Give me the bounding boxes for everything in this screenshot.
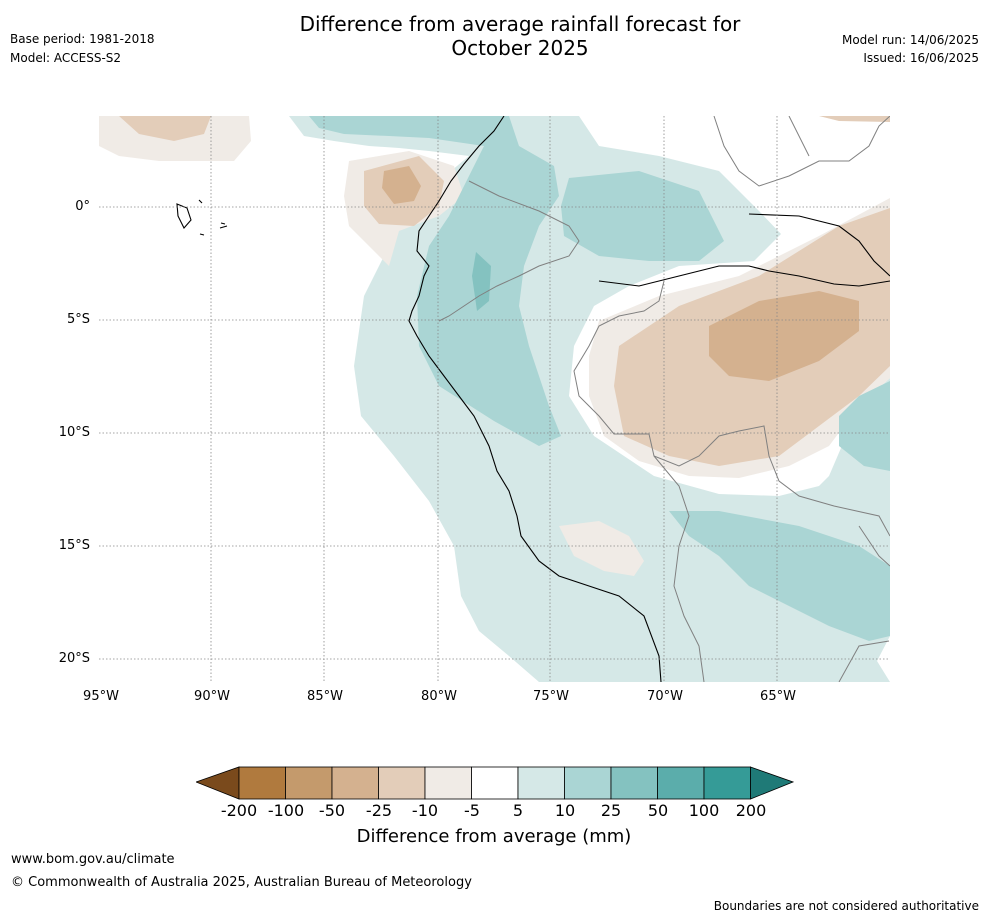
graticule	[99, 116, 890, 682]
colorbar-tick: -5	[464, 801, 480, 820]
lon-label: 85°W	[307, 689, 343, 704]
colorbar-tick: -25	[365, 801, 393, 820]
lat-label: 15°S	[58, 538, 90, 553]
colorbar-swatch	[517, 766, 565, 800]
border-bolivia-chile	[653, 455, 705, 682]
contour-teal-east-edge	[839, 381, 890, 471]
colorbar-title: Difference from average (mm)	[356, 826, 632, 847]
model-label: Model: ACCESS-S2	[10, 51, 122, 65]
border-colombia-peru	[438, 180, 580, 322]
coastline-caribbean	[598, 265, 890, 287]
colorbar-high-arrow	[750, 766, 794, 800]
colorbar-tick: 200	[735, 801, 767, 820]
colorbar-tick: 5	[512, 801, 524, 820]
contour-teal-strip	[472, 252, 491, 311]
base-period-label: Base period: 1981-2018	[10, 32, 155, 46]
border-guyana	[788, 116, 810, 157]
lat-label: 0°	[75, 199, 90, 214]
contour-dark-brown-east	[709, 291, 859, 381]
colorbar-swatch	[703, 766, 751, 800]
border-paraguay	[838, 525, 890, 682]
colorbar-tick: -50	[318, 801, 346, 820]
coastline-north-east	[748, 213, 890, 277]
colorbar-swatch	[471, 766, 519, 800]
issued-label: Issued: 16/06/2025	[863, 51, 979, 65]
rainfall-map	[99, 116, 890, 682]
website-link[interactable]: www.bom.gov.au/climate	[11, 852, 175, 867]
lon-label: 90°W	[194, 689, 230, 704]
contour-brown-nw	[119, 116, 211, 141]
border-venezuela	[713, 116, 890, 187]
colorbar-swatch	[238, 766, 286, 800]
colorbar-swatch	[610, 766, 658, 800]
colorbar-tick: 10	[554, 801, 576, 820]
colorbar-tick: 100	[688, 801, 720, 820]
contour-teal-southeast	[669, 511, 890, 641]
lon-label: 70°W	[647, 689, 683, 704]
colorbar-tick: -100	[267, 801, 305, 820]
copyright-text: © Commonwealth of Australia 2025, Austra…	[11, 875, 472, 890]
colorbar-swatch	[657, 766, 705, 800]
contour-teal-north	[309, 116, 561, 446]
colorbar-swatch	[378, 766, 426, 800]
colorbar-swatch	[285, 766, 333, 800]
colorbar-swatch	[564, 766, 612, 800]
lon-label: 75°W	[533, 689, 569, 704]
coastline-south-america	[408, 116, 662, 682]
colorbar-tick: -200	[220, 801, 258, 820]
title-line-2: October 2025	[451, 36, 589, 60]
colorbar-tick: -10	[411, 801, 439, 820]
model-run-label: Model run: 14/06/2025	[841, 33, 979, 47]
colorbar	[196, 766, 794, 800]
contour-dark-brown-nw-blob	[382, 166, 421, 204]
colorbar-low-arrow	[196, 766, 240, 800]
lon-label: 65°W	[760, 689, 796, 704]
lat-label: 10°S	[58, 425, 90, 440]
galapagos-islands	[176, 199, 228, 236]
lon-label: 80°W	[421, 689, 457, 704]
disclaimer-text: Boundaries are not considered authoritat…	[713, 899, 979, 913]
colorbar-swatch	[424, 766, 472, 800]
colorbar-tick: 25	[600, 801, 622, 820]
coastlines	[176, 116, 890, 682]
map-title: Difference from average rainfall forecas…	[0, 12, 988, 60]
contour-brown-fringe-ne	[819, 116, 890, 122]
contour-light-brown-south	[559, 521, 644, 576]
lat-label: 5°S	[66, 312, 90, 327]
lon-label: 95°W	[83, 689, 119, 704]
title-line-1: Difference from average rainfall forecas…	[299, 12, 741, 36]
lat-label: 20°S	[58, 651, 90, 666]
borders	[438, 116, 890, 682]
colorbar-swatch	[331, 766, 379, 800]
colorbar-tick: 50	[647, 801, 669, 820]
contour-teal-central	[561, 171, 724, 261]
